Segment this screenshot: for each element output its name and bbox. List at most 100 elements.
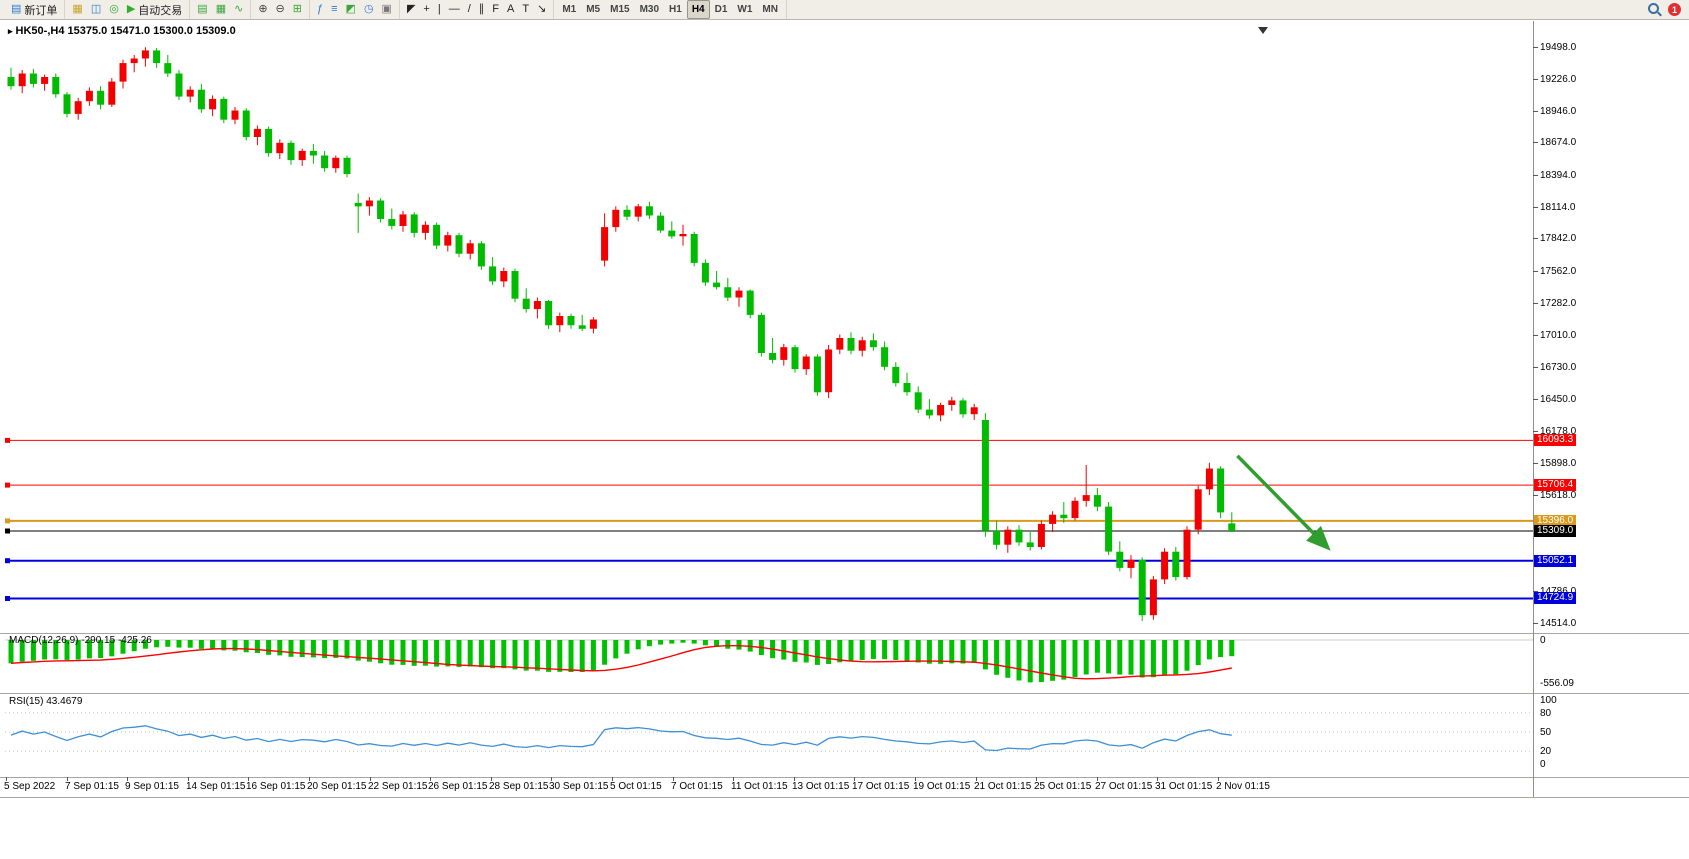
channel-button-icon: ∥: [478, 3, 485, 15]
auto-trading-button[interactable]: ▶ 自动交易: [123, 0, 186, 19]
price-axis[interactable]: [1533, 21, 1689, 777]
tf-h4[interactable]: H4: [686, 0, 710, 19]
candlestick-button-icon: ▦: [215, 3, 227, 15]
indicator-list-button[interactable]: ≡: [327, 0, 341, 19]
chart-title-text: HK50-,H4 15375.0 15471.0 15300.0 15309.0: [15, 25, 236, 37]
rsi-label: RSI(15) 43.4679: [9, 696, 83, 707]
chart-shift-marker-icon: [1258, 27, 1268, 34]
vertical-line-button[interactable]: |: [434, 0, 445, 19]
add-chart-button[interactable]: ◩: [342, 0, 360, 19]
new-order-button-icon: ▤: [11, 3, 22, 15]
text-button[interactable]: A: [503, 0, 518, 19]
macd-panel-divider[interactable]: [0, 633, 1689, 634]
line-chart-button[interactable]: ∿: [230, 0, 247, 19]
vertical-line-button-icon: |: [437, 3, 441, 15]
tf-d1-label: D1: [714, 4, 728, 15]
alerts-button-icon: ◎: [109, 3, 119, 15]
auto-trading-button-icon: ▶: [126, 3, 136, 15]
add-chart-button-icon: ◩: [345, 3, 356, 15]
tile-windows-button[interactable]: ⊞: [289, 0, 306, 19]
time-axis-divider: [0, 777, 1689, 778]
toolbar-group-timeframes: M1 M5 M15 M30 H1 H4 D1 W1 MN: [554, 0, 787, 19]
toolbar-group-indicators: ƒ ≡ ◩ ◷ ▣: [310, 0, 400, 19]
macd-label: MACD(12,26,9) -290.15 -425.26: [9, 635, 152, 646]
fibonacci-button[interactable]: F: [488, 0, 503, 19]
rsi-panel-divider[interactable]: [0, 693, 1689, 694]
tf-m15-label: M15: [610, 4, 630, 15]
toolbar-group-zoom: ⊕ ⊖ ⊞: [251, 0, 310, 19]
indicators-button[interactable]: ƒ: [313, 0, 327, 19]
chart-title: ▸ HK50-,H4 15375.0 15471.0 15300.0 15309.…: [8, 25, 236, 37]
alerts-button[interactable]: ◎: [105, 0, 123, 19]
rsi-indicator-chart[interactable]: [5, 694, 1533, 776]
tf-h1[interactable]: H1: [664, 0, 687, 19]
clock-button[interactable]: ◷: [360, 0, 378, 19]
text-button-icon: A: [507, 3, 515, 15]
rsi-line: [10, 725, 1232, 752]
zoom-in-button[interactable]: ⊕: [254, 0, 271, 19]
indicators-button-icon: ƒ: [316, 3, 324, 15]
trendline-button[interactable]: /: [464, 0, 475, 19]
new-chart-button[interactable]: ▦: [68, 0, 86, 19]
cursor-button-icon: ◤: [406, 3, 416, 15]
macd-signal-line: [10, 644, 1232, 680]
horizontal-line-button[interactable]: —: [445, 0, 464, 19]
horizontal-line-button-icon: —: [448, 3, 460, 15]
cursor-button[interactable]: ◤: [403, 0, 419, 19]
bar-chart-button-icon: ▤: [197, 3, 208, 15]
notification-badge[interactable]: 1: [1668, 3, 1681, 16]
tf-h1-label: H1: [669, 4, 682, 15]
label-button[interactable]: T: [518, 0, 533, 19]
channel-button[interactable]: ∥: [475, 0, 489, 19]
arrows-button-icon: ↘: [537, 3, 547, 15]
toolbar-right: 1: [1647, 2, 1685, 17]
toolbar-group-windows: ▦ ◫ ◎ ▶ 自动交易: [65, 0, 191, 19]
main-toolbar: ▤ 新订单 ▦ ◫ ◎ ▶ 自动交易 ▤ ▦ ∿ ⊕ ⊖ ⊞ ƒ ≡ ◩ ◷ ▣ ◤ + | — / ∥ F A T ↘ M1 M5 M15…: [0, 0, 1689, 20]
tf-m15[interactable]: M15: [605, 0, 634, 19]
chart-title-marker-icon: ▸: [8, 26, 13, 36]
price-axis-border: [1533, 21, 1534, 797]
candlestick-chart[interactable]: [5, 24, 1533, 632]
window-bottom-border: [0, 797, 1689, 798]
fibonacci-button-icon: F: [492, 3, 500, 15]
tf-w1[interactable]: W1: [732, 0, 757, 19]
tf-m1-label: M1: [562, 4, 577, 15]
data-window-button[interactable]: ▣: [378, 0, 396, 19]
tf-w1-label: W1: [737, 4, 753, 15]
search-icon[interactable]: [1647, 2, 1662, 17]
zoom-out-button[interactable]: ⊖: [272, 0, 289, 19]
profiles-button[interactable]: ◫: [87, 0, 105, 19]
tf-m1[interactable]: M1: [557, 0, 581, 19]
macd-indicator-chart[interactable]: [5, 634, 1533, 692]
label-button-icon: T: [522, 3, 530, 15]
auto-trading-button-label: 自动交易: [138, 4, 183, 17]
toolbar-groups: ▤ 新订单 ▦ ◫ ◎ ▶ 自动交易 ▤ ▦ ∿ ⊕ ⊖ ⊞ ƒ ≡ ◩ ◷ ▣ ◤ + | — / ∥ F A T ↘ M1 M5 M15…: [4, 0, 787, 19]
trend-arrow-annotation: [1236, 454, 1331, 551]
arrows-button[interactable]: ↘: [533, 0, 550, 19]
crosshair-button-icon: +: [423, 3, 430, 15]
toolbar-group-trade: ▤ 新订单: [4, 0, 66, 19]
time-axis[interactable]: [0, 778, 1533, 797]
tf-m5-label: M5: [586, 4, 601, 15]
zoom-out-button-icon: ⊖: [275, 3, 285, 15]
tf-mn[interactable]: MN: [757, 0, 783, 19]
candlestick-button[interactable]: ▦: [212, 0, 230, 19]
tf-d1[interactable]: D1: [710, 0, 733, 19]
toolbar-group-objects: ◤ + | — / ∥ F A T ↘: [400, 0, 555, 19]
tf-m5[interactable]: M5: [581, 0, 605, 19]
clock-button-icon: ◷: [363, 3, 374, 15]
new-order-button[interactable]: ▤ 新订单: [7, 0, 61, 19]
tile-windows-button-icon: ⊞: [292, 3, 302, 15]
crosshair-button[interactable]: +: [419, 0, 433, 19]
indicator-list-button-icon: ≡: [331, 3, 338, 15]
bar-chart-button[interactable]: ▤: [193, 0, 211, 19]
tf-mn-label: MN: [762, 4, 778, 15]
toolbar-group-chart-types: ▤ ▦ ∿: [190, 0, 252, 19]
trendline-button-icon: /: [467, 3, 471, 15]
zoom-in-button-icon: ⊕: [258, 3, 268, 15]
tf-m30[interactable]: M30: [635, 0, 664, 19]
data-window-button-icon: ▣: [381, 3, 392, 15]
tf-m30-label: M30: [639, 4, 660, 15]
new-order-button-label: 新订单: [24, 4, 58, 17]
